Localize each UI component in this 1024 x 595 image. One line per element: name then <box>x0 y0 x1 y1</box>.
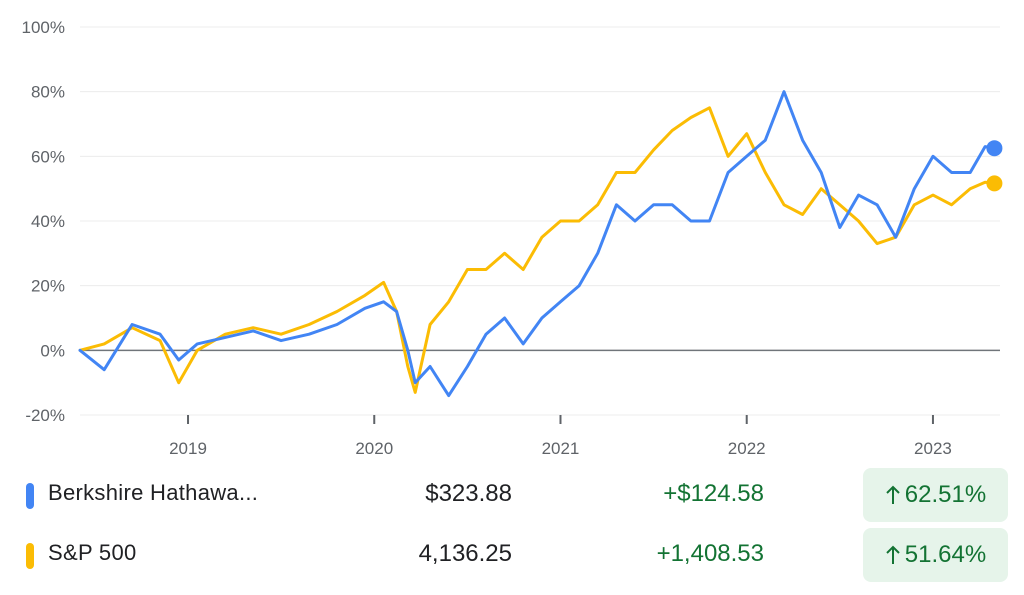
y-tick-label: -20% <box>25 406 65 425</box>
y-tick-label: 60% <box>31 147 65 166</box>
series-lines <box>78 90 996 398</box>
arrow-up-icon <box>886 545 900 564</box>
series-name: Berkshire Hathawa... <box>48 480 259 505</box>
series-end-markers <box>986 140 1003 192</box>
y-axis-tick-labels: 100% 80% 60% 40% 20% 0% -20% <box>22 18 65 425</box>
series-line <box>78 106 996 394</box>
y-tick-label: 100% <box>22 18 65 37</box>
percent-change-value: 51.64% <box>904 541 987 568</box>
legend-row-berkshire[interactable]: Berkshire Hathawa... $323.88 +$124.58 62… <box>0 466 1024 526</box>
x-tick-label: 2023 <box>914 439 952 458</box>
x-axis-ticks: 2019 2020 2021 2022 2023 <box>169 415 952 458</box>
absolute-change: +$124.58 <box>663 480 764 507</box>
x-tick-label: 2021 <box>542 439 580 458</box>
series-color-swatch <box>26 483 34 509</box>
series-line <box>78 90 996 398</box>
x-tick-label: 2020 <box>355 439 393 458</box>
percent-change-badge: 62.51% <box>863 468 1008 522</box>
y-tick-label: 0% <box>40 341 65 360</box>
series-color-swatch <box>26 543 34 569</box>
absolute-change: +1,408.53 <box>656 540 764 567</box>
series-name: S&P 500 <box>48 540 137 565</box>
comparison-legend: Berkshire Hathawa... $323.88 +$124.58 62… <box>0 466 1024 594</box>
legend-row-sp500[interactable]: S&P 500 4,136.25 +1,408.53 51.64% <box>0 526 1024 586</box>
y-tick-label: 40% <box>31 212 65 231</box>
percent-change-badge: 51.64% <box>863 528 1008 582</box>
arrow-up-icon <box>886 485 900 504</box>
price-chart[interactable]: 100%80%60%40%20%0%-20% 2019 2020 2021 2022 2… <box>0 0 1024 465</box>
y-tick-label: 80% <box>31 83 65 102</box>
series-end-dot <box>986 175 1003 192</box>
gridlines <box>80 26 1000 416</box>
y-tick-label: 20% <box>31 277 65 296</box>
x-tick-label: 2022 <box>728 439 766 458</box>
current-price: $323.88 <box>425 480 512 507</box>
percent-change-value: 62.51% <box>904 481 987 508</box>
current-price: 4,136.25 <box>418 540 512 567</box>
x-tick-label: 2019 <box>169 439 207 458</box>
series-end-dot <box>986 140 1003 157</box>
